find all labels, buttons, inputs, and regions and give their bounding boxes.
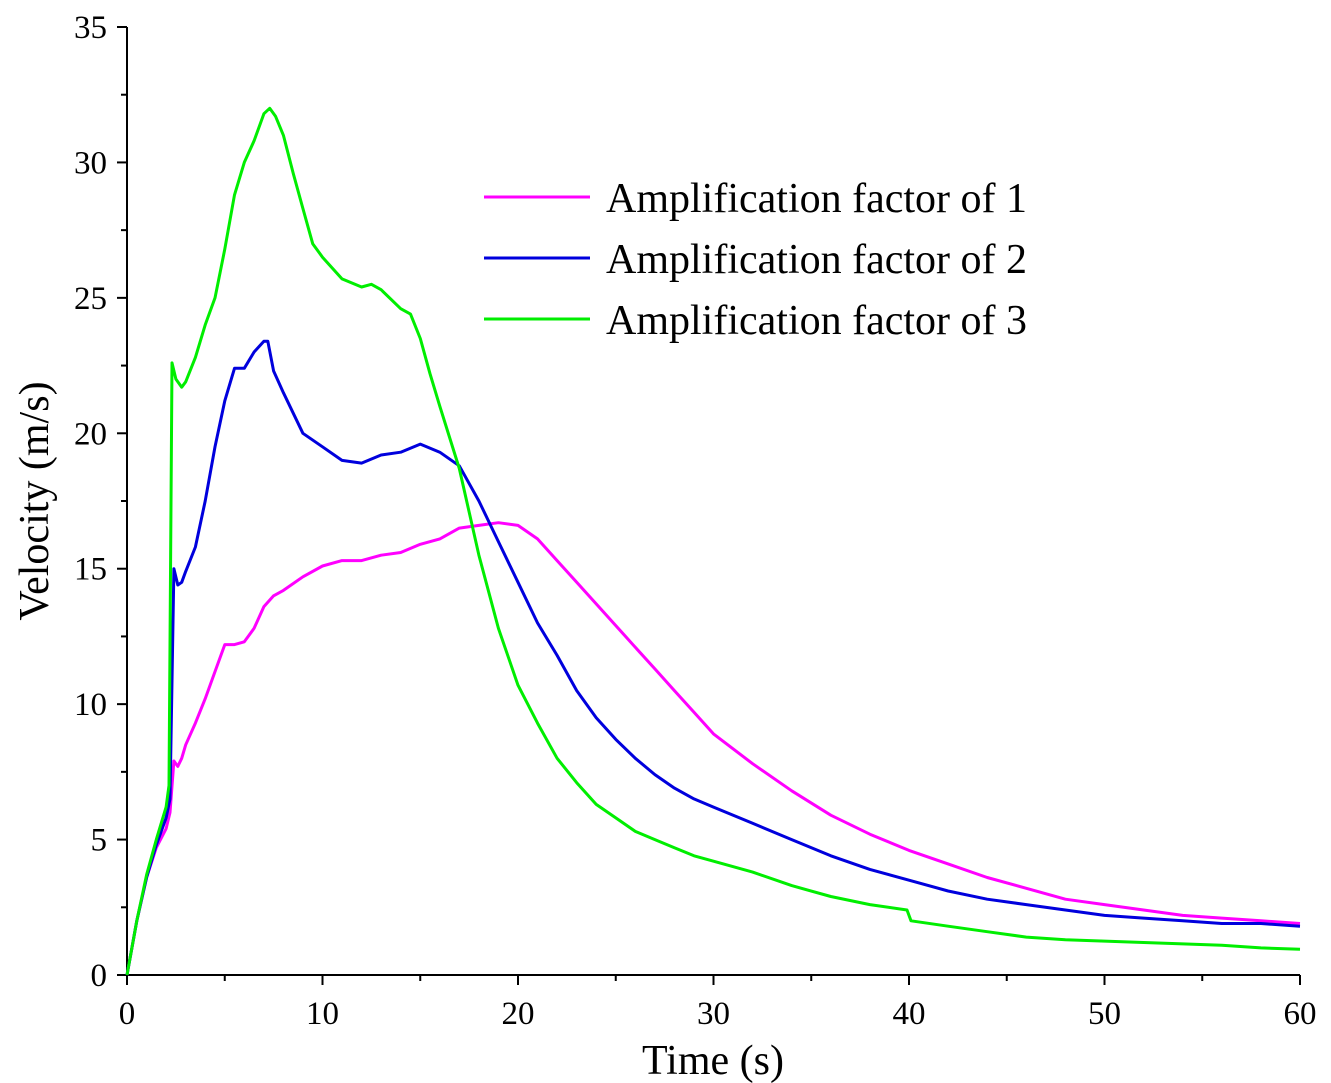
- x-axis-title: Time (s): [642, 1038, 784, 1083]
- y-tick-label: 30: [74, 145, 107, 181]
- x-tick-label: 30: [697, 996, 730, 1032]
- series-line-3: [125, 106, 1301, 976]
- y-tick-label: 15: [74, 552, 107, 588]
- series-line-2: [125, 339, 1301, 976]
- legend-label-3: Amplification factor of 3: [606, 298, 1027, 344]
- legend: Amplification factor of 1 Amplification f…: [484, 176, 1027, 344]
- y-axis-title: Velocity (m/s): [12, 381, 58, 620]
- y-axis-ticks: 0 5 10 15 20 25 30 35: [74, 10, 127, 994]
- x-tick-label: 0: [119, 996, 136, 1032]
- y-tick-label: 10: [74, 687, 107, 723]
- x-tick-label: 60: [1284, 996, 1317, 1032]
- legend-label-1: Amplification factor of 1: [606, 176, 1027, 222]
- y-tick-label: 25: [74, 281, 107, 317]
- plot-area: 0 5 10 15 20 25 30 35 0 10 20 30 40 50 60: [74, 10, 1317, 1032]
- x-axis-ticks: 0 10 20 30 40 50 60: [119, 975, 1317, 1032]
- series-line-1: [125, 521, 1301, 976]
- y-tick-label: 20: [74, 416, 107, 452]
- x-tick-label: 20: [502, 996, 535, 1032]
- x-tick-label: 10: [306, 996, 339, 1032]
- legend-label-2: Amplification factor of 2: [606, 237, 1027, 283]
- x-tick-label: 50: [1088, 996, 1121, 1032]
- y-tick-label: 0: [91, 958, 108, 994]
- series-lines: [125, 106, 1301, 976]
- y-tick-label: 5: [91, 823, 108, 859]
- x-tick-label: 40: [893, 996, 926, 1032]
- y-tick-label: 35: [74, 10, 107, 46]
